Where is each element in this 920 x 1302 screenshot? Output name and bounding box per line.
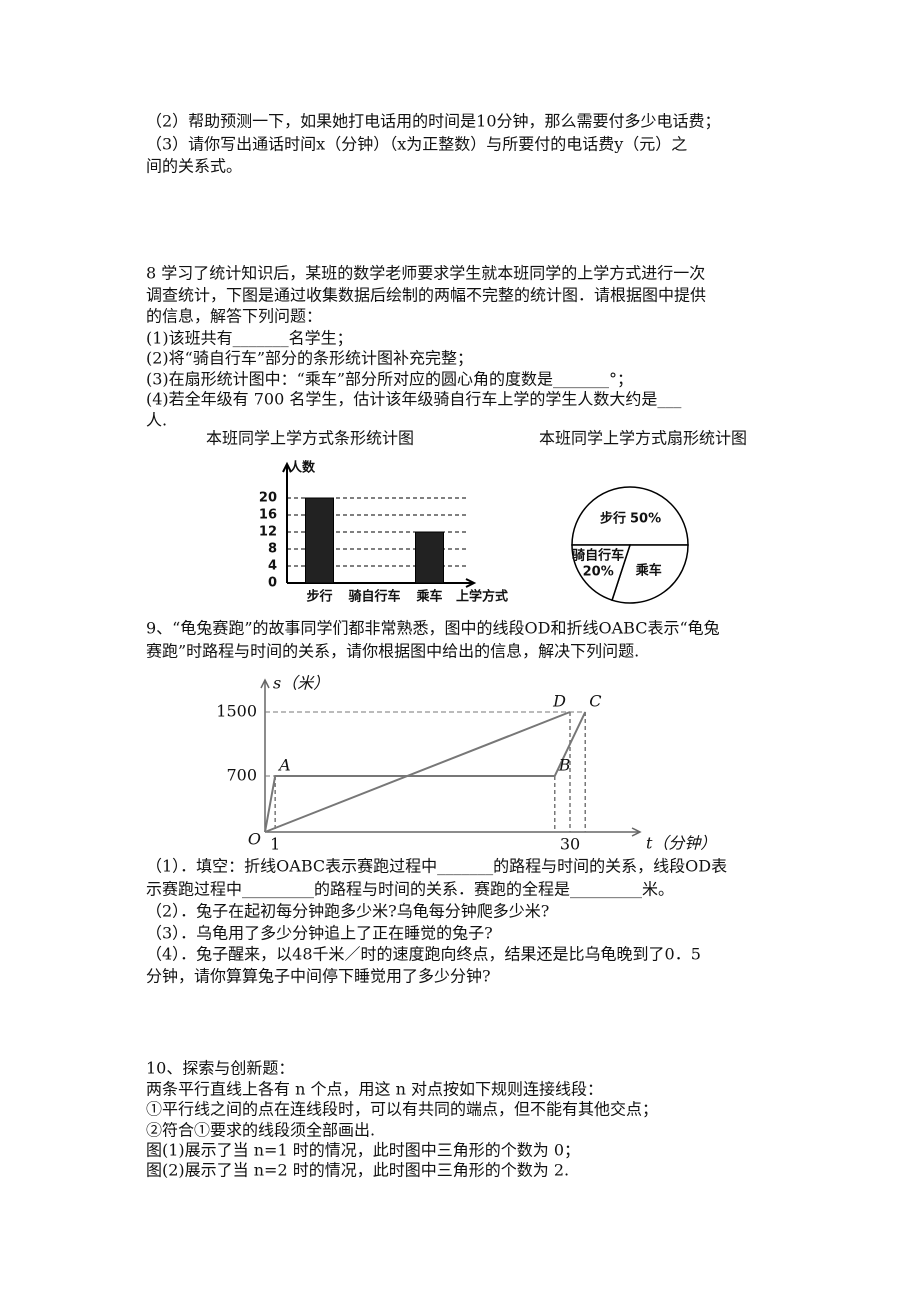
point-label: D <box>552 692 566 711</box>
y-tick-label: 0 <box>268 576 277 591</box>
text-line: 8 学习了统计知识后，某班的数学老师要求学生就本班同学的上学方式进行一次 <box>146 264 705 283</box>
text-line: （2）．兔子在起初每分钟跑多少米?乌龟每分钟爬多少米? <box>146 902 549 921</box>
pie-slice <box>571 486 689 546</box>
y-tick-label: 20 <box>259 491 277 506</box>
text-line: （3）．乌龟用了多少分钟追上了正在睡觉的兔子? <box>146 924 493 943</box>
text-line: (1)该班共有_______名学生； <box>146 329 353 348</box>
text-line: （3）请你写出通话时间x（分钟）（x为正整数）与所要付的电话费y（元）之 <box>146 135 687 154</box>
y-axis-label: 人数 <box>289 460 316 476</box>
text-line: (3)在扇形统计图中：“乘车”部分所对应的圆心角的度数是_______°； <box>146 370 633 389</box>
y-tick-label: 1500 <box>216 702 257 721</box>
text-line: 9、“龟兔赛跑”的故事同学们都非常熟悉，图中的线段OD和折线OABC表示“龟兔 <box>146 619 720 638</box>
text-line: (4)若全年级有 700 名学生，估计该年级骑自行车上学的学生人数大约是___ <box>146 390 681 409</box>
text-line: （1）．填空：折线OABC表示赛跑过程中_______的路程与时间的关系，线段O… <box>146 857 727 876</box>
y-axis-label: s（米） <box>273 674 329 693</box>
text-line: 两条平行直线上各有 n 个点，用这 n 对点按如下规则连接线段： <box>146 1080 603 1099</box>
pie-label: 乘车 <box>635 562 662 578</box>
text-line: （4）．兔子醒来，以48千米／时的速度跑向终点，结果还是比乌龟晚到了0．5 <box>146 945 701 964</box>
text-line: （2）帮助预测一下，如果她打电话用的时间是10分钟，那么需要付多少电话费； <box>146 112 721 131</box>
text-line: 图(1)展示了当 n=1 时的情况，此时图中三角形的个数为 0； <box>146 1141 580 1160</box>
text-line: 示赛跑过程中_________的路程与时间的关系．赛跑的全程是_________… <box>146 880 674 899</box>
x-tick-label: 1 <box>270 835 280 854</box>
x-axis-label: t（分钟） <box>646 834 716 853</box>
origin-label: O <box>248 830 261 849</box>
pie-slice <box>611 544 689 604</box>
point-label: C <box>589 692 601 711</box>
chart-title: 本班同学上学方式扇形统计图 <box>539 429 747 448</box>
chart-title: 本班同学上学方式条形统计图 <box>206 429 414 448</box>
y-arrow <box>282 461 292 473</box>
x-tick-label: 乘车 <box>415 589 442 605</box>
text-line: 人. <box>146 411 167 430</box>
x-arrow <box>631 827 642 837</box>
y-tick-label: 16 <box>259 508 277 523</box>
text-line: 图(2)展示了当 n=2 时的情况，此时图中三角形的个数为 2. <box>146 1161 569 1180</box>
x-tick-label: 骑自行车 <box>348 589 400 605</box>
bar <box>305 497 334 584</box>
line-series <box>264 711 571 833</box>
text-line: 分钟，请你算算兔子中间停下睡觉用了多少分钟? <box>146 967 491 986</box>
text-line: 间的关系式。 <box>146 157 242 176</box>
pie-value-label: 50% <box>630 511 661 526</box>
bar <box>415 531 444 584</box>
x-arrow <box>465 578 477 588</box>
pie-value-label: 20% <box>583 564 614 579</box>
text-line: 赛跑”时路程与时间的关系，请你根据图中给出的信息，解决下列问题. <box>146 642 639 661</box>
pie-slice <box>571 544 632 602</box>
x-tick-label: 30 <box>560 835 580 854</box>
point-label: B <box>558 756 571 775</box>
text-line: 调查统计，下图是通过收集数据后绘制的两幅不完整的统计图．请根据图中提供 <box>146 286 706 305</box>
text-line: 10、探索与创新题： <box>146 1059 294 1078</box>
y-tick-label: 12 <box>259 525 277 540</box>
text-line: ②符合①要求的线段须全部画出. <box>146 1121 375 1140</box>
text-line: (2)将“骑自行车”部分的条形统计图补充完整； <box>146 349 473 368</box>
text-line: ①平行线之间的点在连线段时，可以有共同的端点，但不能有其他交点； <box>146 1100 658 1119</box>
x-axis-label: 上学方式 <box>456 589 508 605</box>
y-tick-label: 4 <box>268 559 277 574</box>
x-tick-label: 步行 <box>306 589 332 605</box>
pie-label: 步行 <box>600 510 626 526</box>
pie-label: 骑自行车 <box>572 547 624 563</box>
y-tick-label: 700 <box>226 766 257 785</box>
text-line: 的信息，解答下列问题： <box>146 307 322 326</box>
y-tick-label: 8 <box>268 542 277 557</box>
point-label: A <box>277 756 291 775</box>
y-arrow <box>260 678 270 689</box>
